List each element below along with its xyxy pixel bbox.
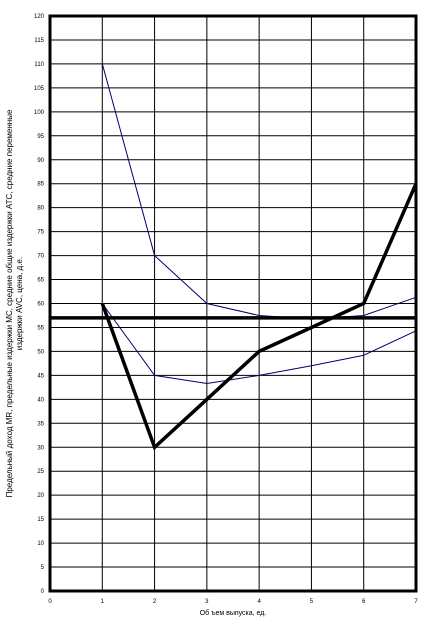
series-line-2 <box>101 303 417 385</box>
y-tick-label: 60 <box>37 302 44 308</box>
y-tick-label: 35 <box>37 421 44 427</box>
y-tick-label: 5 <box>41 565 45 571</box>
y-axis-label-line-2: издержки AVC, цена, д.е. <box>15 257 24 350</box>
y-tick-label: 25 <box>37 469 44 475</box>
y-tick-label: 110 <box>34 62 44 68</box>
x-tick-label: 3 <box>205 599 209 605</box>
y-tick-label: 100 <box>34 110 45 116</box>
y-tick-label: 115 <box>34 38 44 44</box>
x-tick-label: 5 <box>310 599 314 605</box>
x-tick-label: 0 <box>48 599 52 605</box>
y-tick-label: 15 <box>37 517 44 523</box>
y-tick-label: 75 <box>37 230 44 236</box>
y-tick-label: 30 <box>37 445 44 451</box>
y-tick-label: 65 <box>37 278 44 284</box>
x-tick-label: 6 <box>362 599 366 605</box>
x-axis-ticks: 0 1 2 3 4 5 6 7 <box>48 599 418 605</box>
y-tick-label: 45 <box>37 373 44 379</box>
y-tick-label: 20 <box>37 493 44 499</box>
y-axis-ticks: 0 5 10 15 20 25 30 35 40 45 50 55 60 65 70 75 80 85 90 95 10… <box>34 14 45 595</box>
series-line-1 <box>101 63 417 320</box>
y-tick-label: 120 <box>34 14 45 20</box>
x-tick-label: 7 <box>414 599 418 605</box>
y-tick-label: 70 <box>37 254 44 260</box>
series-lines <box>50 63 418 451</box>
y-tick-label: 0 <box>41 589 45 595</box>
y-tick-label: 85 <box>37 182 44 188</box>
y-axis-label-line-1: Предельный доход MR, предельные издержки… <box>5 109 14 497</box>
x-tick-label: 2 <box>153 599 157 605</box>
y-tick-label: 40 <box>37 397 44 403</box>
x-tick-label: 4 <box>257 599 261 605</box>
y-tick-label: 105 <box>34 86 45 92</box>
plot-frame <box>48 14 418 593</box>
y-axis-label: Предельный доход MR, предельные издержки… <box>5 109 24 497</box>
y-tick-label: 95 <box>37 134 44 140</box>
x-axis-label: Об ъем выпуска, ед. <box>200 609 267 617</box>
series-line-3 <box>100 182 418 451</box>
y-tick-label: 55 <box>37 325 44 331</box>
y-tick-label: 50 <box>37 349 44 355</box>
x-tick-label: 1 <box>101 599 105 605</box>
y-tick-label: 10 <box>37 541 44 547</box>
y-tick-label: 80 <box>37 206 44 212</box>
y-tick-label: 90 <box>37 158 44 164</box>
